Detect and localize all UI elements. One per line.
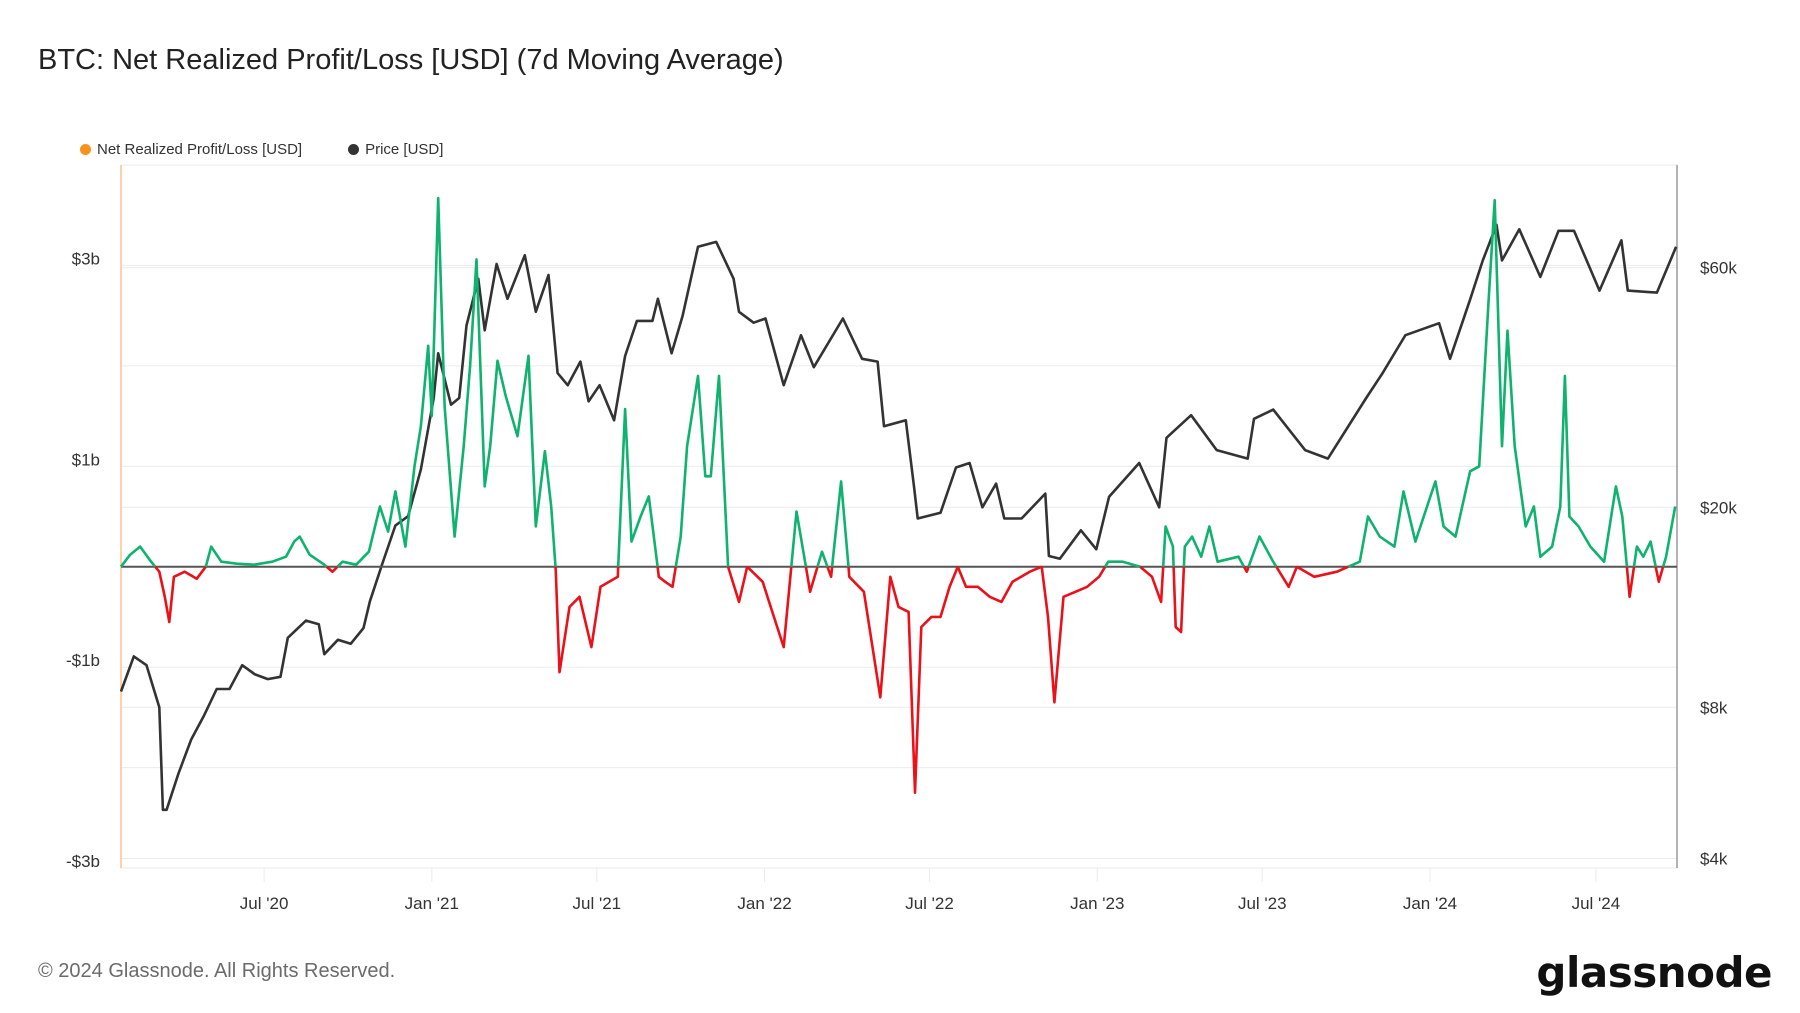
- nrpl-loss-segment: [1172, 566, 1186, 634]
- nrpl-profit-segment: [1161, 525, 1175, 567]
- right-axis-tick-label: $8k: [1700, 698, 1728, 717]
- price-line: [119, 223, 1678, 812]
- legend-dot-icon: [80, 144, 91, 155]
- nrpl-profit-segment: [204, 535, 328, 568]
- nrpl-loss-segment: [804, 566, 819, 594]
- nrpl-loss-segment: [154, 565, 207, 624]
- x-axis-tick-label: Jan '24: [1403, 894, 1457, 913]
- right-axis-tick-label: $20k: [1700, 498, 1737, 517]
- nrpl-loss-segment: [726, 566, 749, 604]
- right-axis-tick-label: $4k: [1700, 850, 1728, 869]
- nrpl-profit-segment: [119, 545, 157, 568]
- chart-title: BTC: Net Realized Profit/Loss [USD] (7d …: [38, 44, 784, 76]
- plot-frame: [120, 164, 1678, 869]
- legend-item-nrpl[interactable]: Net Realized Profit/Loss [USD]: [80, 141, 302, 158]
- nrpl-profit-segment: [336, 196, 557, 568]
- right-axis-tick-label: $60k: [1700, 259, 1737, 278]
- nrpl-loss-segment: [656, 566, 678, 589]
- nrpl-loss-segment: [1275, 566, 1299, 589]
- legend: Net Realized Profit/Loss [USD] Price [US…: [80, 141, 443, 158]
- x-axis-tick-label: Jul '24: [1572, 894, 1621, 913]
- nrpl-profit-segment: [1661, 506, 1677, 568]
- x-axis-tick-label: Jan '23: [1070, 894, 1124, 913]
- left-axis-tick-label: -$3b: [66, 852, 100, 871]
- legend-dot-icon: [348, 144, 360, 155]
- nrpl-loss-segment: [1296, 565, 1349, 579]
- nrpl-loss-segment: [1242, 566, 1250, 573]
- left-axis-tick-label: $1b: [72, 450, 100, 469]
- nrpl-loss-segment: [1625, 566, 1636, 599]
- nrpl-profit-segment: [1182, 525, 1246, 568]
- nrpl-profit-segment: [1632, 540, 1657, 567]
- nrpl-profit-segment: [830, 480, 850, 567]
- nrpl-loss-segment: [325, 565, 339, 573]
- x-axis-tick-label: Jan '22: [737, 894, 791, 913]
- nrpl-loss-segment: [1654, 566, 1665, 584]
- x-axis-tick-label: Jan '21: [405, 894, 459, 913]
- copyright: © 2024 Glassnode. All Rights Reserved.: [38, 960, 396, 982]
- legend-label: Net Realized Profit/Loss [USD]: [97, 141, 303, 158]
- x-axis-tick-label: Jul '21: [573, 894, 622, 913]
- nrpl-profit-segment: [790, 510, 808, 567]
- legend-item-price[interactable]: Price [USD]: [348, 141, 443, 158]
- nrpl-loss-segment: [826, 566, 834, 579]
- left-axis-tick-label: $3b: [72, 249, 100, 268]
- nrpl-loss-segment: [1139, 565, 1165, 604]
- nrpl-loss-segment: [956, 565, 1043, 604]
- nrpl-profit-segment: [1104, 560, 1141, 568]
- left-axis-tick-label: -$1b: [66, 651, 100, 670]
- x-axis-tick-label: Jul '23: [1238, 894, 1287, 913]
- x-axis-tick-label: Jul '20: [240, 894, 289, 913]
- nrpl-profit-segment: [1247, 535, 1278, 568]
- nrpl-profit-segment: [674, 374, 730, 567]
- nrpl-profit-segment: [616, 407, 659, 567]
- nrpl-loss-segment: [847, 566, 960, 794]
- x-axis-tick-label: Jul '22: [905, 894, 954, 913]
- nrpl-loss-segment: [1040, 566, 1107, 704]
- glassnode-logo: glassnode: [1536, 948, 1772, 997]
- nrpl-loss-segment: [746, 565, 793, 649]
- nrpl-profit-segment: [816, 550, 829, 568]
- nrpl-profit-segment: [1347, 198, 1629, 568]
- nrpl-loss-segment: [554, 566, 620, 674]
- legend-label: Price [USD]: [365, 141, 444, 158]
